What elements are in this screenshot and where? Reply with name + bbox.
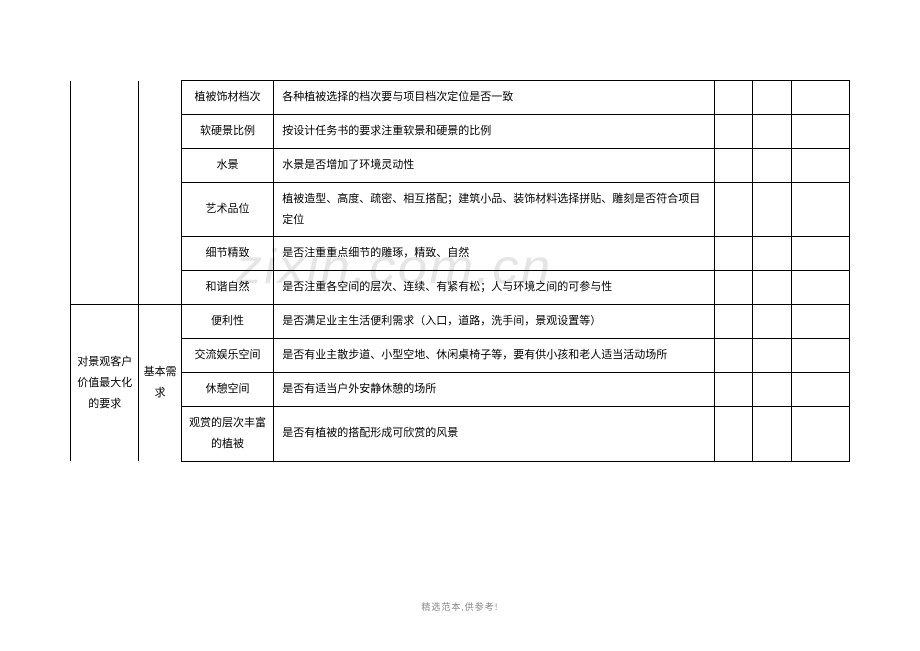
cell-subcategory — [139, 81, 181, 115]
cell-desc: 是否有适当户外安静休憩的场所 — [274, 373, 715, 407]
cell-empty — [753, 81, 791, 115]
cell-item: 水景 — [181, 148, 274, 182]
cell-desc: 各种植被选择的档次要与项目档次定位是否一致 — [274, 81, 715, 115]
cell-subcategory — [139, 182, 181, 237]
table-row: 交流娱乐空间 是否有业主散步道、小型空地、休闲桌椅子等，要有供小孩和老人适当活动… — [71, 339, 850, 373]
cell-empty — [791, 237, 849, 271]
cell-empty — [715, 182, 753, 237]
cell-category — [71, 182, 139, 237]
cell-empty — [715, 271, 753, 305]
cell-desc: 是否有业主散步道、小型空地、休闲桌椅子等，要有供小孩和老人适当活动场所 — [274, 339, 715, 373]
cell-empty — [715, 237, 753, 271]
table-row: 软硬景比例 按设计任务书的要求注重软景和硬景的比例 — [71, 114, 850, 148]
cell-empty — [715, 373, 753, 407]
cell-empty — [753, 373, 791, 407]
cell-empty — [791, 182, 849, 237]
cell-empty — [791, 114, 849, 148]
cell-desc: 是否注重各空间的层次、连续、有紧有松；人与环境之间的可参与性 — [274, 271, 715, 305]
cell-category — [71, 148, 139, 182]
cell-desc: 植被造型、高度、疏密、相互搭配；建筑小品、装饰材料选择拼贴、雕刻是否符合项目定位 — [274, 182, 715, 237]
table-row: 艺术品位 植被造型、高度、疏密、相互搭配；建筑小品、装饰材料选择拼贴、雕刻是否符… — [71, 182, 850, 237]
cell-desc: 是否注重重点细节的雕琢，精致、自然 — [274, 237, 715, 271]
cell-empty — [715, 305, 753, 339]
cell-item: 便利性 — [181, 305, 274, 339]
cell-empty — [753, 271, 791, 305]
cell-empty — [753, 114, 791, 148]
cell-empty — [753, 305, 791, 339]
cell-desc: 水景是否增加了环境灵动性 — [274, 148, 715, 182]
table-row: 休憩空间 是否有适当户外安静休憩的场所 — [71, 373, 850, 407]
cell-subcategory — [139, 271, 181, 305]
page-footer: 精选范本,供参考! — [0, 600, 920, 613]
cell-subcategory — [139, 114, 181, 148]
cell-empty — [753, 182, 791, 237]
cell-empty — [791, 339, 849, 373]
table-row: 水景 水景是否增加了环境灵动性 — [71, 148, 850, 182]
cell-desc: 是否有植被的搭配形成可欣赏的风景 — [274, 406, 715, 461]
cell-empty — [715, 406, 753, 461]
cell-empty — [753, 148, 791, 182]
cell-item: 交流娱乐空间 — [181, 339, 274, 373]
table-row: 观赏的层次丰富的植被 是否有植被的搭配形成可欣赏的风景 — [71, 406, 850, 461]
cell-empty — [715, 81, 753, 115]
cell-empty — [791, 305, 849, 339]
cell-category — [71, 237, 139, 271]
cell-empty — [791, 373, 849, 407]
table-row: 植被饰材档次 各种植被选择的档次要与项目档次定位是否一致 — [71, 81, 850, 115]
cell-item: 植被饰材档次 — [181, 81, 274, 115]
cell-item: 艺术品位 — [181, 182, 274, 237]
cell-item: 休憩空间 — [181, 373, 274, 407]
cell-subcategory — [139, 148, 181, 182]
cell-category — [71, 114, 139, 148]
cell-item: 细节精致 — [181, 237, 274, 271]
cell-empty — [715, 339, 753, 373]
cell-empty — [791, 271, 849, 305]
cell-category — [71, 271, 139, 305]
table-row: 对景观客户价值最大化的要求 基本需求 便利性 是否满足业主生活便利需求（入口，道… — [71, 305, 850, 339]
cell-subcategory — [139, 237, 181, 271]
cell-empty — [791, 406, 849, 461]
cell-empty — [753, 339, 791, 373]
cell-desc: 是否满足业主生活便利需求（入口，道路，洗手间，景观设置等） — [274, 305, 715, 339]
cell-item: 和谐自然 — [181, 271, 274, 305]
cell-item: 观赏的层次丰富的植被 — [181, 406, 274, 461]
cell-empty — [753, 237, 791, 271]
cell-subcategory: 基本需求 — [139, 305, 181, 461]
cell-desc: 按设计任务书的要求注重软景和硬景的比例 — [274, 114, 715, 148]
cell-category — [71, 81, 139, 115]
cell-empty — [791, 148, 849, 182]
cell-item: 软硬景比例 — [181, 114, 274, 148]
cell-empty — [715, 114, 753, 148]
cell-empty — [791, 81, 849, 115]
cell-empty — [753, 406, 791, 461]
table-row: 和谐自然 是否注重各空间的层次、连续、有紧有松；人与环境之间的可参与性 — [71, 271, 850, 305]
table-row: 细节精致 是否注重重点细节的雕琢，精致、自然 — [71, 237, 850, 271]
evaluation-table: 植被饰材档次 各种植被选择的档次要与项目档次定位是否一致 软硬景比例 按设计任务… — [70, 80, 850, 462]
cell-category: 对景观客户价值最大化的要求 — [71, 305, 139, 461]
cell-empty — [715, 148, 753, 182]
